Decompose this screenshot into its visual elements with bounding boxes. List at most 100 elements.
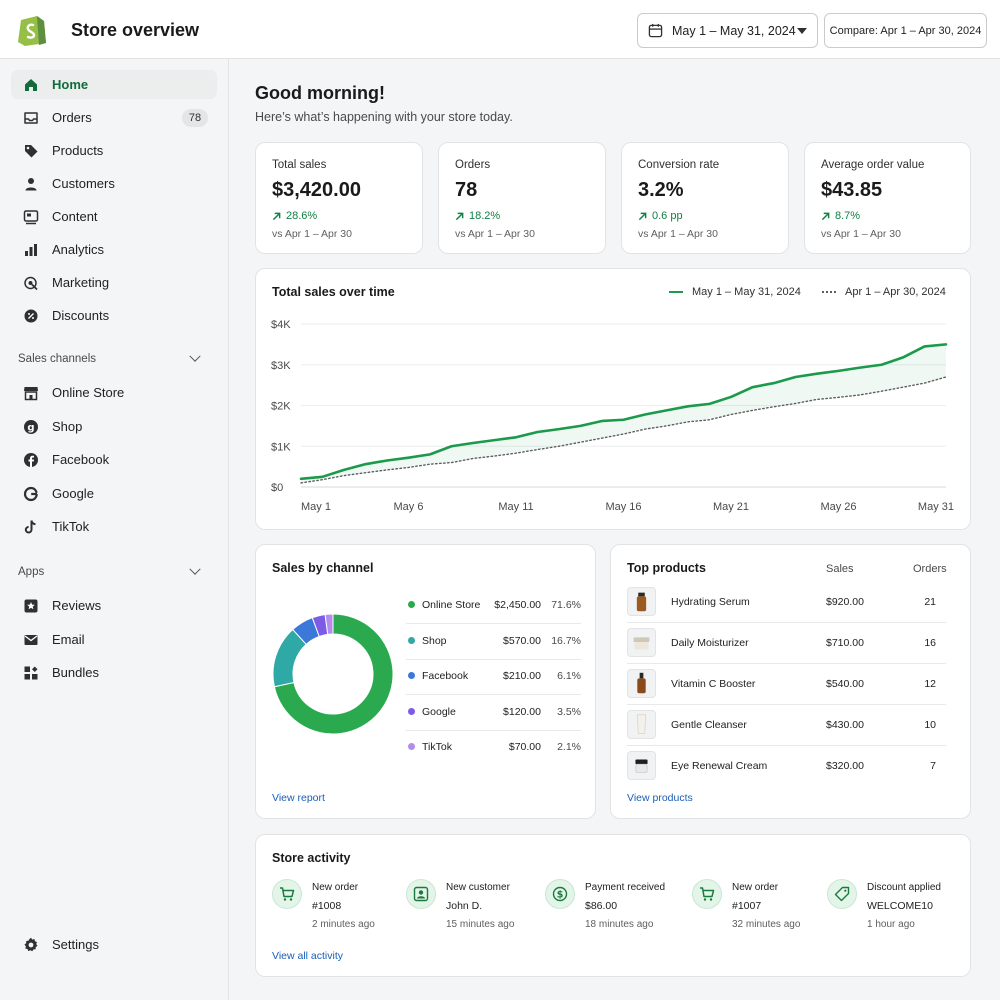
sidebar-item-settings[interactable]: Settings — [11, 930, 217, 959]
channel-name: Online Store — [422, 599, 481, 611]
view-report-link[interactable]: View report — [272, 792, 325, 804]
channel-color-dot — [408, 672, 415, 679]
sidebar-item-marketing[interactable]: Marketing — [11, 268, 217, 297]
donut-slice-tiktok[interactable] — [324, 613, 334, 635]
sidebar-item-home[interactable]: Home — [11, 70, 217, 99]
kpi-delta: 18.2% — [455, 210, 500, 222]
customer-icon-glyph — [413, 886, 429, 902]
y-tick-label: $3K — [271, 360, 291, 372]
channel-amount: $2,450.00 — [494, 599, 541, 611]
channel-color-dot — [408, 601, 415, 608]
star-icon — [24, 599, 38, 612]
channel-percent: 16.7% — [551, 634, 581, 647]
sidebar-item-online-store[interactable]: Online Store — [11, 378, 217, 407]
customer-icon — [406, 879, 436, 909]
channel-row[interactable]: Shop $570.00 16.7% — [406, 624, 581, 660]
kpi-card-conversion-rate[interactable]: Conversion rate 3.2% 0.6 pp vs Apr 1 – A… — [621, 142, 789, 254]
tag-icon — [25, 144, 38, 157]
bar-chart-icon — [25, 243, 37, 256]
chevron-down-icon — [189, 563, 201, 575]
product-row[interactable]: Hydrating Serum $920.00 21 — [627, 582, 946, 623]
sales-line-chart[interactable]: $0 $1K $2K $3K $4K May 1 May 6 May 11 May 16 May … — [256, 269, 972, 531]
chart-title: Total sales over time — [272, 285, 395, 299]
sidebar-item-content[interactable]: Content — [11, 202, 217, 231]
target-icon — [24, 276, 38, 290]
tiktok-icon — [24, 519, 36, 534]
kpi-compare: vs Apr 1 – Apr 30 — [821, 228, 901, 240]
channel-row[interactable]: TikTok $70.00 2.1% — [406, 730, 581, 766]
kpi-card-total-sales[interactable]: Total sales $3,420.00 28.6% vs Apr 1 – A… — [255, 142, 423, 254]
sidebar-item-tiktok[interactable]: TikTok — [11, 512, 217, 541]
top-bar: Store overview May 1 – May 31, 2024 Comp… — [0, 0, 1000, 59]
orders-count-badge: 78 — [182, 109, 208, 127]
channel-row[interactable]: Facebook $210.00 6.1% — [406, 659, 581, 695]
channel-amount: $570.00 — [503, 634, 541, 647]
kpi-card-average-order-value[interactable]: Average order value $43.85 8.7% vs Apr 1… — [804, 142, 971, 254]
caret-down-icon — [797, 27, 807, 34]
series-line-current[interactable] — [299, 343, 948, 481]
legend-current[interactable]: May 1 – May 31, 2024 — [669, 286, 801, 298]
product-row[interactable]: Gentle Cleanser $430.00 10 — [627, 705, 946, 746]
card-title: Top products — [627, 561, 706, 575]
y-tick-label: $0 — [271, 482, 283, 494]
product-row[interactable]: Vitamin C Booster $540.00 12 — [627, 664, 946, 705]
channel-color-dot — [408, 743, 415, 750]
sidebar-item-orders[interactable]: Orders 78 — [11, 103, 217, 132]
col-header-sales[interactable]: Sales — [826, 563, 854, 575]
sidebar-item-email[interactable]: Email — [11, 625, 217, 654]
sidebar-item-analytics[interactable]: Analytics — [11, 235, 217, 264]
sales-over-time-card: Total sales over time May 1 – May 31, 20… — [255, 268, 971, 530]
sidebar-item-facebook[interactable]: Facebook — [11, 445, 217, 474]
kpi-delta: 28.6% — [272, 210, 317, 222]
discount-icon — [24, 309, 38, 322]
cleanser-tube-icon — [627, 710, 656, 739]
apps-header[interactable]: Apps — [18, 563, 201, 578]
x-tick-label: May 6 — [394, 501, 424, 513]
dollar-icon-glyph: $ — [552, 886, 568, 902]
card-title: Store activity — [272, 851, 351, 865]
product-row[interactable]: Daily Moisturizer $710.00 16 — [627, 623, 946, 664]
sales-by-channel-card: Sales by channel Online Store $2,450.00 71… — [255, 544, 596, 819]
view-products-link[interactable]: View products — [627, 792, 693, 804]
kpi-delta: 8.7% — [821, 210, 860, 222]
cart-icon-glyph — [280, 887, 295, 901]
compare-button[interactable]: Compare: Apr 1 – Apr 30, 2024 — [824, 13, 987, 48]
dropper-bottle-icon — [627, 669, 656, 698]
view-all-activity-link[interactable]: View all activity — [272, 950, 343, 962]
kpi-compare: vs Apr 1 – Apr 30 — [638, 228, 718, 240]
series-line-previous[interactable] — [300, 376, 947, 484]
arrow-up-right-icon — [272, 212, 281, 220]
product-row[interactable]: Eye Renewal Cream $320.00 7 — [627, 746, 946, 787]
kpi-card-orders[interactable]: Orders 78 18.2% vs Apr 1 – Apr 30 — [438, 142, 606, 254]
sales-channels-header[interactable]: Sales channels — [18, 350, 201, 365]
channel-donut-chart[interactable] — [263, 604, 403, 744]
sidebar-item-customers[interactable]: Customers — [11, 169, 217, 198]
legend-previous[interactable]: Apr 1 – Apr 30, 2024 — [822, 286, 946, 298]
y-tick-label: $2K — [271, 401, 291, 413]
sidebar-item-shop[interactable]: g Shop — [11, 412, 217, 441]
col-header-orders[interactable]: Orders — [913, 563, 947, 575]
channel-row[interactable]: Google $120.00 3.5% — [406, 695, 581, 731]
sidebar-item-products[interactable]: Products — [11, 136, 217, 165]
chart-title: Sales by channel — [272, 561, 374, 575]
channel-color-dot — [408, 636, 415, 644]
content-icon — [23, 209, 39, 224]
sidebar-item-google[interactable]: Google — [11, 479, 217, 508]
kpi-label: Conversion rate — [638, 159, 720, 171]
kpi-value: $3,420.00 — [272, 179, 361, 201]
kpi-value: $43.85 — [821, 179, 883, 201]
sidebar-item-discounts[interactable]: Discounts — [11, 301, 217, 330]
channel-percent: 2.1% — [557, 741, 581, 753]
channel-name: Google — [422, 705, 456, 718]
sidebar-item-reviews[interactable]: Reviews — [11, 591, 217, 620]
cart-icon — [692, 879, 722, 909]
svg-text:g: g — [27, 422, 34, 433]
date-range-picker[interactable]: May 1 – May 31, 2024 — [637, 13, 818, 48]
svg-text:$: $ — [557, 890, 564, 901]
page-title: Store overview — [71, 20, 200, 40]
channel-row[interactable]: Online Store $2,450.00 71.6% — [406, 588, 581, 624]
donut-slice-online-store[interactable] — [273, 613, 394, 735]
shopify-logo-icon[interactable] — [17, 13, 47, 46]
facebook-icon — [24, 452, 38, 467]
sidebar-item-bundles[interactable]: Bundles — [11, 658, 217, 687]
